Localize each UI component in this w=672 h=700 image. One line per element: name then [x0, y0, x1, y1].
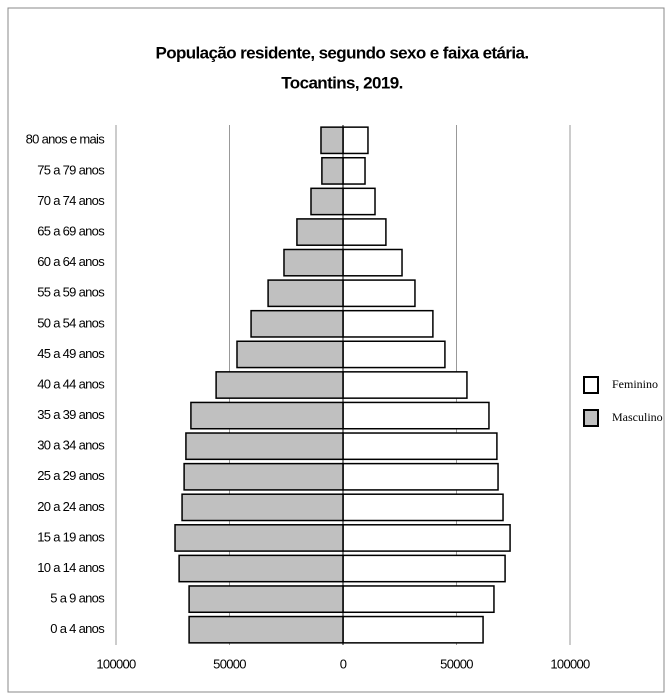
y-tick-label: 20 a 24 anos — [37, 499, 105, 514]
chart-title: População residente, segundo sexo e faix… — [155, 43, 528, 62]
bar — [342, 248, 403, 277]
bar — [183, 462, 344, 491]
y-tick-label: 10 a 14 anos — [37, 560, 105, 575]
y-tick-label: 0 a 4 anos — [50, 621, 105, 636]
bar — [283, 248, 344, 277]
bar — [342, 462, 499, 491]
y-tick-label: 30 a 34 anos — [37, 438, 105, 453]
bar — [236, 340, 344, 369]
bar — [342, 371, 468, 399]
bar — [321, 156, 344, 185]
bar — [174, 524, 344, 552]
bar — [250, 309, 344, 338]
bar — [342, 309, 434, 338]
y-tick-label: 5 a 9 anos — [50, 591, 105, 606]
bar — [178, 554, 344, 583]
bar — [320, 126, 344, 155]
bar — [188, 615, 344, 644]
y-tick-label: 50 a 54 anos — [37, 315, 105, 330]
bar — [342, 615, 484, 644]
y-tick-label: 55 a 59 anos — [37, 285, 105, 300]
bar — [342, 156, 366, 185]
y-tick-label: 65 a 69 anos — [37, 223, 105, 238]
y-tick-label: 15 a 19 anos — [37, 529, 105, 544]
bar — [296, 218, 344, 246]
chart-subtitle: Tocantins, 2019. — [281, 73, 402, 92]
bar — [342, 279, 416, 308]
x-tick-label: 50000 — [213, 656, 246, 671]
y-tick-label: 25 a 29 anos — [37, 468, 105, 483]
y-tick-label: 35 a 39 anos — [37, 407, 105, 422]
bar — [181, 493, 344, 522]
bar — [267, 279, 344, 308]
bar — [310, 187, 344, 216]
bar — [342, 187, 376, 216]
bar — [188, 585, 344, 614]
bar — [342, 554, 506, 583]
bar — [215, 371, 344, 399]
bar — [342, 585, 495, 614]
x-tick-label: 100000 — [550, 656, 590, 671]
bar — [342, 524, 511, 552]
x-tick-label: 0 — [340, 656, 347, 671]
bar — [342, 401, 490, 430]
y-tick-label: 60 a 64 anos — [37, 254, 105, 269]
legend-label: Feminino — [612, 377, 658, 391]
bar — [342, 218, 387, 246]
y-tick-label: 40 a 44 anos — [37, 376, 105, 391]
bar — [342, 432, 498, 461]
bar — [190, 401, 344, 430]
x-tick-label: 100000 — [96, 656, 136, 671]
bar — [185, 432, 344, 461]
y-tick-label: 70 a 74 anos — [37, 193, 105, 208]
bar — [342, 340, 446, 369]
legend-swatch — [583, 409, 599, 427]
y-tick-label: 80 anos e mais — [26, 132, 106, 147]
legend-label: Masculino — [612, 410, 663, 424]
x-tick-label: 50000 — [440, 656, 473, 671]
bar — [342, 126, 369, 155]
bar — [342, 493, 504, 522]
y-tick-label: 75 a 79 anos — [37, 162, 105, 177]
legend-swatch — [583, 376, 599, 394]
y-tick-label: 45 a 49 anos — [37, 346, 105, 361]
